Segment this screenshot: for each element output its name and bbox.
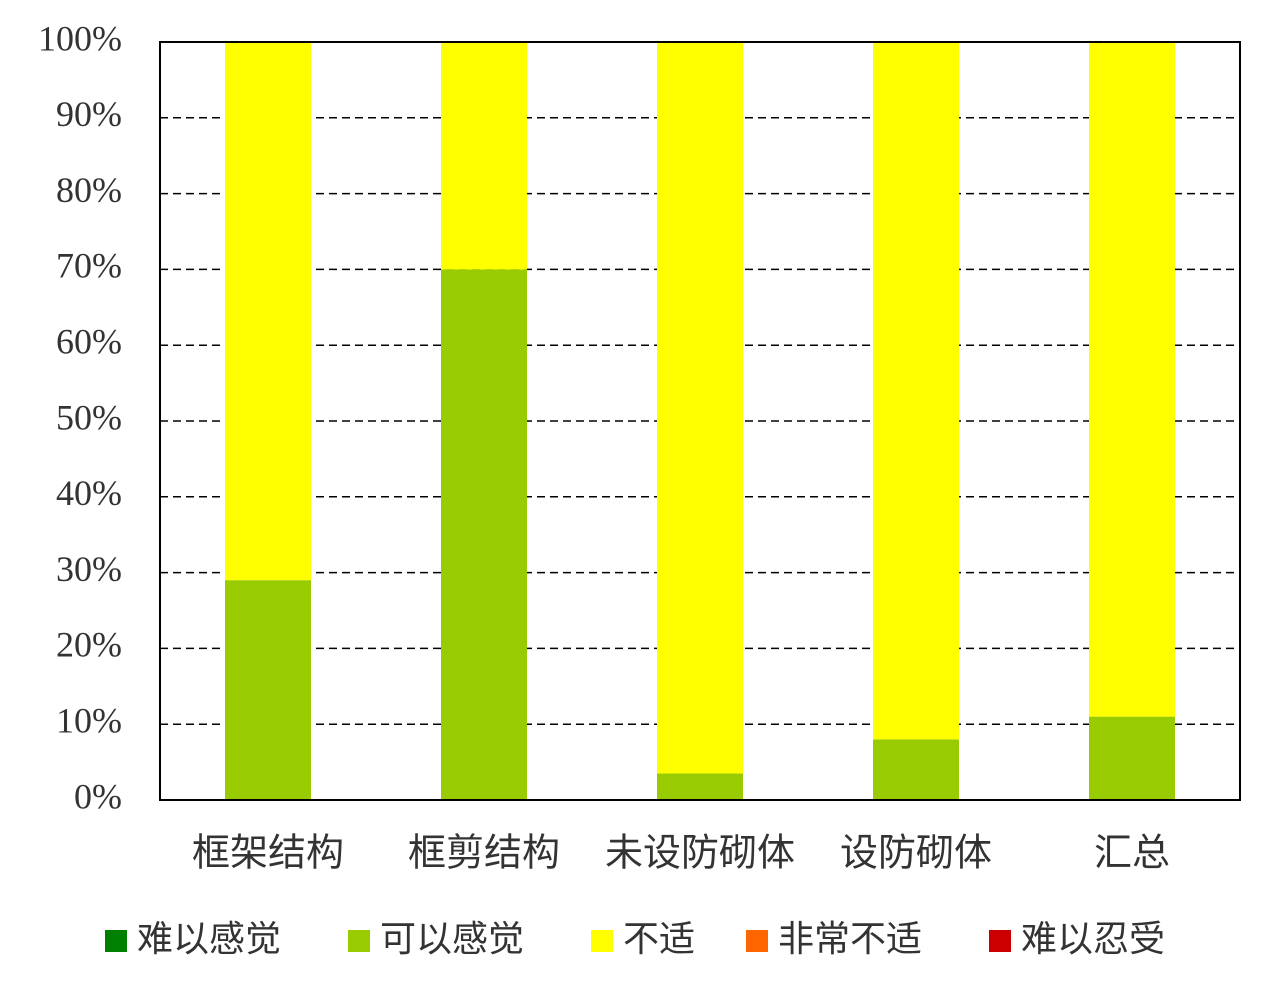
bar-segment: [873, 739, 959, 800]
bar-segment: [873, 42, 959, 740]
bar-segment: [657, 42, 743, 774]
bar-segment: [441, 42, 527, 270]
legend-label: 难以感觉: [137, 919, 281, 960]
y-tick-label: 30%: [56, 549, 122, 589]
y-tick-label: 60%: [56, 321, 122, 361]
x-tick-label: 汇总: [1094, 831, 1170, 875]
y-tick-label: 90%: [56, 94, 122, 134]
bar-segment: [657, 773, 743, 800]
legend-label: 难以忍受: [1021, 919, 1165, 960]
bar-segment: [1089, 716, 1175, 800]
x-tick-label: 未设防砌体: [605, 831, 795, 875]
bar-segment: [225, 42, 311, 581]
y-tick-label: 40%: [56, 473, 122, 513]
legend-swatch: [591, 930, 613, 952]
plot-frame: [159, 41, 1241, 801]
legend-label: 非常不适: [778, 919, 922, 960]
legend-swatch: [746, 930, 768, 952]
legend-swatch: [105, 930, 127, 952]
y-tick-label: 80%: [56, 170, 122, 210]
bar-segment: [441, 269, 527, 800]
y-tick-label: 70%: [56, 246, 122, 286]
x-tick-label: 框剪结构: [408, 831, 560, 875]
x-tick-label: 设防砌体: [840, 831, 992, 875]
y-tick-label: 0%: [74, 776, 122, 816]
y-tick-label: 10%: [56, 700, 122, 740]
legend-swatch: [348, 930, 370, 952]
y-tick-label: 100%: [38, 18, 122, 58]
bar-segment: [1089, 42, 1175, 717]
y-tick-label: 20%: [56, 625, 122, 665]
legend-label: 不适: [623, 919, 695, 960]
legend-label: 可以感觉: [380, 919, 524, 960]
x-tick-label: 框架结构: [192, 831, 344, 875]
bar-segment: [225, 580, 311, 800]
legend-swatch: [989, 930, 1011, 952]
y-tick-label: 50%: [56, 397, 122, 437]
